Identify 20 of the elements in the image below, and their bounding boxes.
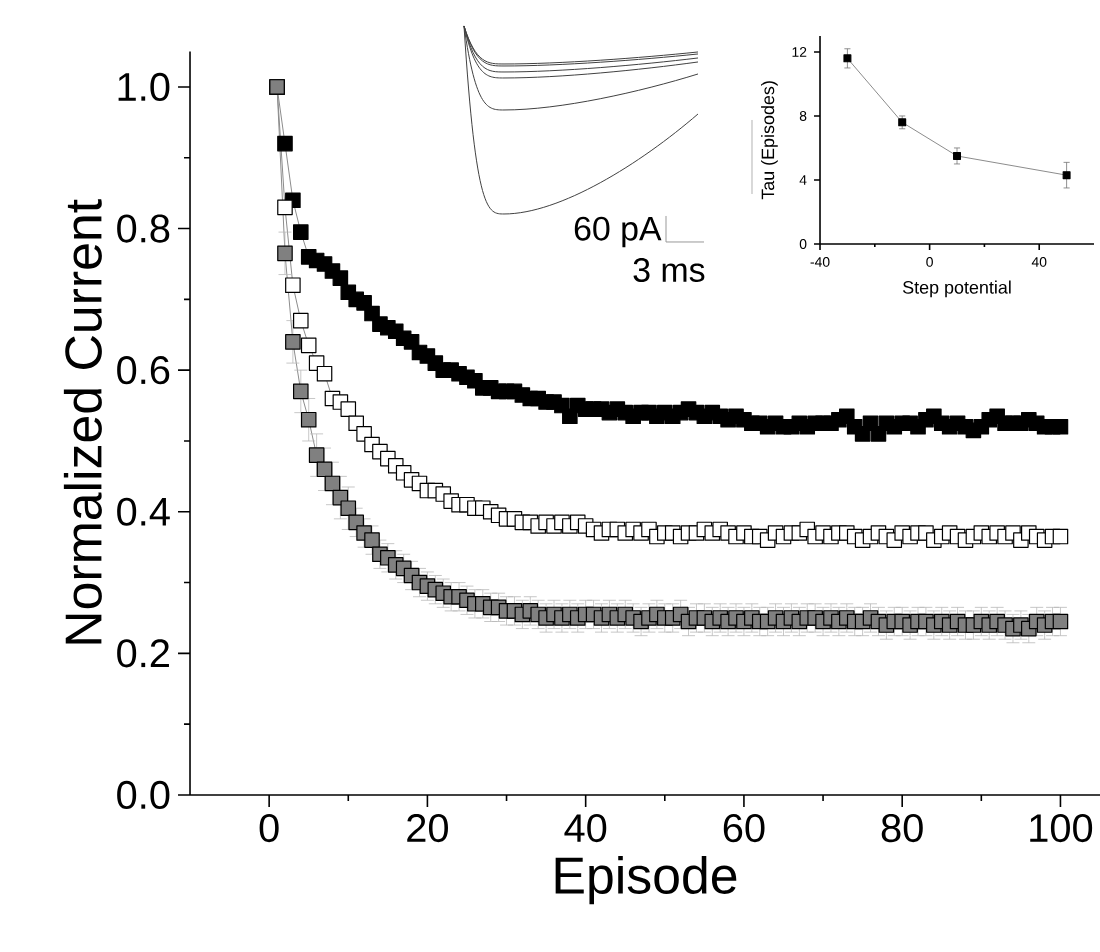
y-axis-title: Normalized Current [63,199,102,644]
x-tick-label: 80 [881,814,923,843]
point [1062,171,1071,180]
x-tick-label: 0 [259,814,279,843]
x-tick-label: 20 [407,814,448,843]
annotation: 3 ms [633,257,705,282]
y-tick-label: 1.0 [118,72,170,102]
point [843,54,852,63]
x-axis-title: Episode [555,855,737,905]
x-axis-title: Step potential [902,280,1011,298]
y-tick-label: 0.6 [117,356,170,385]
y-tick-label: 0.2 [117,639,169,668]
x-tick-label: 40 [564,814,607,843]
annotation: 60 pA [574,216,662,248]
y-tick-label: 0.0 [117,780,170,810]
y-axis-title: Tau (Episodes) [761,81,778,200]
y-tick-label: 0.4 [117,497,170,526]
y-tick-label: 0.8 [117,214,170,243]
x-tick-label: 60 [723,814,765,843]
x-tick-label: 100 [1030,814,1093,843]
